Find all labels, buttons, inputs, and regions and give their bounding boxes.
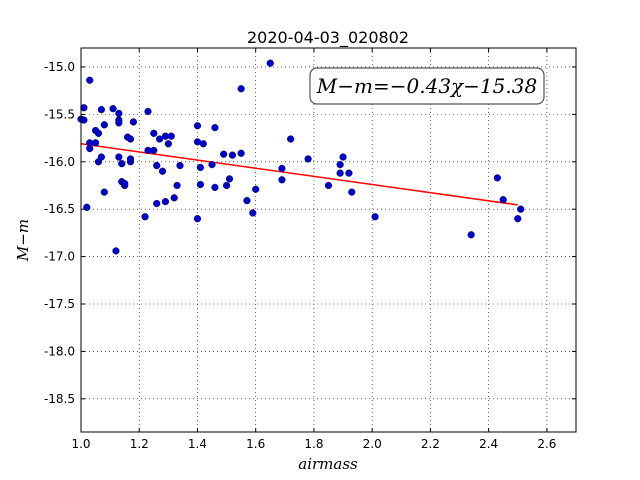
data-point bbox=[153, 161, 161, 170]
data-point bbox=[176, 161, 184, 170]
data-point bbox=[499, 196, 507, 204]
data-point bbox=[118, 160, 126, 168]
data-point bbox=[278, 164, 286, 173]
data-point bbox=[228, 151, 237, 159]
data-point bbox=[222, 181, 231, 190]
data-point bbox=[112, 247, 120, 255]
data-point bbox=[109, 105, 117, 113]
data-point bbox=[164, 140, 172, 148]
data-point bbox=[115, 109, 123, 118]
x-tick-label: 2.4 bbox=[479, 437, 498, 451]
data-point bbox=[86, 76, 94, 84]
data-point bbox=[324, 181, 333, 190]
data-point bbox=[91, 139, 100, 147]
data-point bbox=[252, 185, 260, 193]
chart-title: 2020-04-03_020802 bbox=[247, 28, 409, 48]
data-point bbox=[144, 107, 152, 116]
data-point bbox=[141, 213, 149, 221]
data-point bbox=[86, 144, 94, 153]
data-point bbox=[211, 183, 219, 191]
y-axis-label: M−m bbox=[14, 219, 32, 262]
data-point bbox=[170, 194, 178, 202]
data-point bbox=[336, 169, 344, 177]
data-point bbox=[161, 198, 170, 206]
data-point bbox=[345, 169, 353, 177]
data-point bbox=[100, 188, 108, 196]
data-point bbox=[287, 135, 295, 143]
data-point bbox=[97, 153, 105, 161]
data-point bbox=[249, 209, 257, 217]
data-point bbox=[493, 174, 501, 182]
y-tick-label: -15.5 bbox=[44, 107, 75, 121]
x-tick-label: 2.2 bbox=[421, 437, 440, 451]
data-point bbox=[336, 161, 344, 169]
data-point bbox=[80, 116, 88, 124]
fit-equation: M−m=−0.43χ−15.38 bbox=[316, 74, 537, 98]
plot-border bbox=[80, 47, 577, 433]
data-point bbox=[97, 106, 105, 114]
data-point bbox=[278, 176, 286, 184]
data-point bbox=[339, 153, 347, 161]
data-point bbox=[150, 129, 158, 137]
data-point bbox=[196, 163, 204, 172]
data-point bbox=[237, 85, 245, 93]
x-tick-label: 1.8 bbox=[304, 437, 323, 451]
data-point bbox=[150, 146, 158, 155]
data-point bbox=[156, 135, 164, 143]
y-tick-label: -17.0 bbox=[44, 250, 75, 264]
data-point bbox=[237, 149, 245, 157]
data-point bbox=[158, 167, 167, 175]
data-point bbox=[266, 59, 274, 67]
plot-frame bbox=[80, 47, 577, 433]
data-points bbox=[77, 59, 525, 255]
data-point bbox=[126, 135, 135, 143]
data-point bbox=[208, 161, 216, 169]
data-point bbox=[304, 155, 312, 163]
data-point bbox=[193, 215, 202, 223]
data-point bbox=[94, 129, 103, 137]
y-axis-ticks: -15.0 -15.5 -16.0 -16.5 -17.0 -17.5 -18.0 -18.5 bbox=[44, 60, 576, 406]
data-point bbox=[115, 119, 123, 127]
grid-lines bbox=[81, 48, 576, 432]
data-point bbox=[129, 118, 138, 126]
y-tick-label: -17.5 bbox=[44, 297, 75, 311]
x-tick-label: 2.0 bbox=[363, 437, 382, 451]
x-tick-label: 1.6 bbox=[246, 437, 265, 451]
annotation-box bbox=[309, 67, 545, 105]
y-tick-label: -16.5 bbox=[44, 202, 75, 216]
data-point bbox=[371, 213, 379, 221]
x-tick-label: 1.0 bbox=[71, 437, 90, 451]
data-point bbox=[167, 132, 175, 140]
y-tick-label: -16.0 bbox=[44, 155, 75, 169]
data-point bbox=[126, 155, 135, 163]
x-axis-ticks: 1.0 1.2 1.4 1.6 1.8 2.0 2.2 2.4 2.6 bbox=[71, 48, 556, 451]
data-point bbox=[121, 179, 129, 188]
y-tick-label: -18.5 bbox=[44, 392, 75, 406]
x-tick-label: 1.4 bbox=[188, 437, 207, 451]
data-point bbox=[211, 124, 219, 132]
data-point bbox=[115, 153, 123, 161]
data-point bbox=[153, 199, 161, 208]
data-point bbox=[514, 215, 522, 223]
data-point bbox=[80, 104, 88, 112]
x-tick-label: 1.2 bbox=[130, 437, 149, 451]
data-point bbox=[100, 121, 108, 129]
data-point bbox=[199, 140, 207, 148]
data-point bbox=[517, 205, 525, 213]
data-point bbox=[193, 122, 202, 130]
data-point bbox=[243, 197, 251, 205]
data-point bbox=[83, 203, 91, 211]
data-point bbox=[348, 188, 356, 196]
data-point bbox=[225, 175, 234, 183]
data-point bbox=[467, 231, 475, 239]
data-point bbox=[220, 150, 228, 158]
x-tick-label: 2.6 bbox=[537, 437, 556, 451]
y-tick-label: -15.0 bbox=[44, 60, 75, 74]
x-axis-label: airmass bbox=[298, 455, 358, 473]
data-point bbox=[196, 180, 204, 189]
y-tick-label: -18.0 bbox=[44, 344, 75, 358]
data-point bbox=[173, 181, 181, 190]
